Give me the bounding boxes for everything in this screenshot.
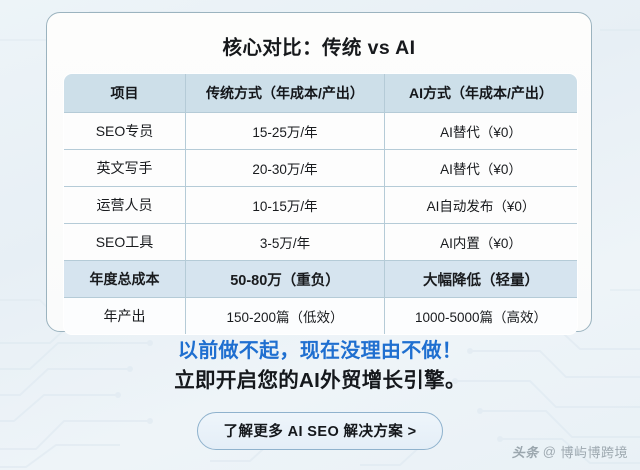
table-cell-item: SEO工具 [64, 223, 186, 261]
watermark: 头条 @ 博屿博跨境 [512, 442, 628, 461]
table-body: SEO专员 15-25万/年 AI替代（¥0） 英文写手 20-30万/年 AI替代（¥0… [64, 112, 577, 334]
table-cell-item: 年产出 [64, 297, 186, 334]
comparison-table: 项目 传统方式（年成本/产出） AI方式（年成本/产出） SEO专员 15-25万… [63, 73, 578, 335]
table-row: 年产出 150-200篇（低效） 1000-5000篇（高效） [64, 297, 577, 334]
table-cell-item: 年度总成本 [64, 260, 186, 298]
table-header-row: 项目 传统方式（年成本/产出） AI方式（年成本/产出） [64, 74, 577, 113]
table-row: 英文写手 20-30万/年 AI替代（¥0） [64, 149, 577, 187]
table-cell-traditional: 10-15万/年 [185, 186, 385, 224]
cta-headline-secondary: 立即开启您的AI外贸增长引擎。 [174, 369, 466, 392]
column-header-item: 项目 [64, 74, 186, 113]
table-cell-item: SEO专员 [64, 112, 186, 150]
table-row: SEO专员 15-25万/年 AI替代（¥0） [64, 112, 577, 150]
cta-button-container: 了解更多 AI SEO 解决方案 > [0, 412, 640, 450]
table-cell-traditional: 15-25万/年 [185, 112, 385, 150]
column-header-ai: AI方式（年成本/产出） [384, 74, 577, 113]
table-cell-traditional: 20-30万/年 [185, 149, 385, 187]
watermark-username: 博屿博跨境 [560, 445, 628, 460]
table-cell-ai: AI自动发布（¥0） [384, 186, 577, 224]
table-cell-ai: AI替代（¥0） [384, 112, 577, 150]
table-cell-item: 英文写手 [64, 149, 186, 187]
table-cell-ai: 1000-5000篇（高效） [384, 297, 577, 334]
cta-text-block: 以前做不起，现在没理由不做！ 立即开启您的AI外贸增长引擎。 [0, 338, 640, 396]
learn-more-button[interactable]: 了解更多 AI SEO 解决方案 > [196, 412, 444, 450]
comparison-card: 核心对比：传统 vs AI 项目 传统方式（年成本/产出） AI方式（年成本/产… [46, 12, 592, 335]
table-cell-item: 运营人员 [64, 186, 186, 224]
table-cell-ai: 大幅降低（轻量） [384, 260, 577, 298]
table-row: 年度总成本 50-80万（重负） 大幅降低（轻量） [64, 260, 577, 298]
page-title: 核心对比：传统 vs AI [222, 37, 416, 59]
table-cell-traditional: 150-200篇（低效） [185, 297, 385, 334]
table-row: SEO工具 3-5万/年 AI内置（¥0） [64, 223, 577, 261]
watermark-at-symbol: @ [542, 444, 557, 459]
table-cell-ai: AI替代（¥0） [384, 149, 577, 187]
table-cell-traditional: 3-5万/年 [185, 223, 385, 261]
table-row: 运营人员 10-15万/年 AI自动发布（¥0） [64, 186, 577, 224]
column-header-traditional: 传统方式（年成本/产出） [185, 74, 385, 113]
table-cell-traditional: 50-80万（重负） [185, 260, 385, 298]
table-cell-ai: AI内置（¥0） [384, 223, 577, 261]
cta-headline-primary: 以前做不起，现在没理由不做！ [177, 340, 463, 362]
table-header: 项目 传统方式（年成本/产出） AI方式（年成本/产出） [64, 74, 577, 113]
watermark-brand: 头条 [511, 445, 539, 460]
